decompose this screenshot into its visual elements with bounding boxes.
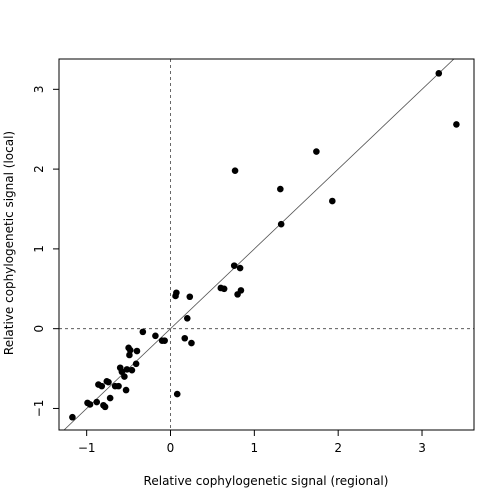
data-point (121, 373, 128, 380)
plot-frame (58, 58, 475, 431)
data-point (101, 403, 109, 411)
data-point (161, 337, 168, 344)
data-point (69, 413, 76, 421)
x-tick-label: 1 (251, 441, 259, 455)
y-axis: −1 0 1 2 3 (32, 85, 59, 417)
data-point (126, 346, 134, 354)
data-point (98, 382, 106, 390)
data-point (128, 366, 136, 374)
x-tick-label: 3 (418, 441, 426, 455)
data-point (105, 378, 112, 386)
data-point (236, 264, 244, 272)
data-point (152, 332, 159, 340)
data-point (313, 148, 320, 155)
y-tick-label: 3 (32, 85, 46, 93)
x-axis: −1 0 1 2 3 (78, 430, 426, 455)
y-tick-label: 0 (32, 325, 46, 333)
data-point (139, 328, 147, 336)
y-tick-label: 2 (32, 165, 46, 173)
data-point (188, 339, 195, 347)
data-point (122, 386, 130, 394)
data-point (435, 70, 443, 77)
data-point (237, 287, 245, 294)
data-point (230, 262, 238, 269)
data-point (186, 293, 194, 301)
data-point (329, 197, 336, 205)
y-axis-label: Relative cophylogenetic signal (local) (2, 131, 16, 355)
data-point (173, 289, 180, 297)
data-point (86, 401, 94, 408)
data-point (181, 334, 189, 342)
data-point (220, 285, 228, 293)
data-point (173, 390, 181, 398)
data-point (123, 366, 131, 373)
data-point (132, 360, 140, 368)
x-tick-label: 0 (167, 441, 175, 455)
x-axis-label: Relative cophylogenetic signal (regional… (144, 474, 389, 488)
data-point (133, 347, 141, 355)
data-point (231, 167, 239, 174)
x-tick-label: 2 (334, 441, 342, 455)
data-point (277, 220, 285, 228)
data-point (115, 382, 122, 390)
x-tick-label: −1 (78, 441, 96, 455)
data-point (93, 398, 101, 406)
data-point (106, 394, 114, 402)
data-point (183, 315, 191, 322)
data-point (453, 121, 460, 128)
y-tick-label: 1 (32, 245, 46, 253)
data-point (277, 185, 284, 193)
y-tick-label: −1 (32, 400, 46, 418)
